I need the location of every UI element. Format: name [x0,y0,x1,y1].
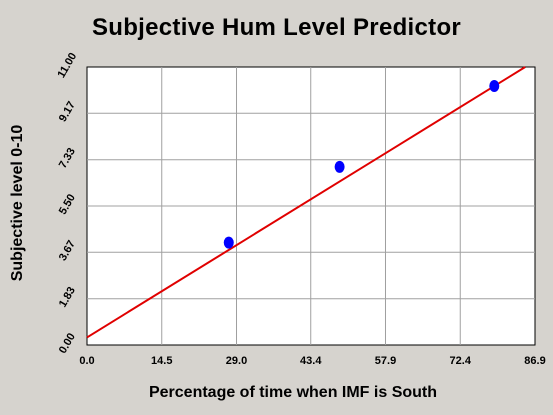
y-tick-label: 1.83 [57,285,78,310]
y-axis-label: Subjective level 0-10 [9,124,26,282]
data-point [223,236,234,249]
x-tick-label: 86.9 [524,355,545,367]
y-tick-label: 3.67 [57,238,78,263]
data-series [86,66,526,339]
x-tick-label: 14.5 [151,355,172,367]
x-tick-label: 57.9 [375,355,396,367]
y-tick-label: 7.33 [57,146,78,171]
x-tick-label: 0.0 [79,355,94,367]
y-tick-label: 0.00 [57,331,78,356]
x-tick-label: 29.0 [226,355,247,367]
x-axis-label: Percentage of time when IMF is South [148,384,438,401]
y-tick-label: 11.00 [55,51,79,80]
chart-title: Subjective Hum Level Predictor [91,14,462,41]
y-tick-label: 5.50 [57,192,78,217]
data-point [489,79,500,92]
y-tick-label: 9.17 [57,99,78,124]
x-tick-label: 43.4 [300,355,322,367]
grid-lines [87,67,535,345]
trend-line [86,66,526,339]
x-tick-label: 72.4 [450,355,472,367]
data-point [334,160,345,173]
